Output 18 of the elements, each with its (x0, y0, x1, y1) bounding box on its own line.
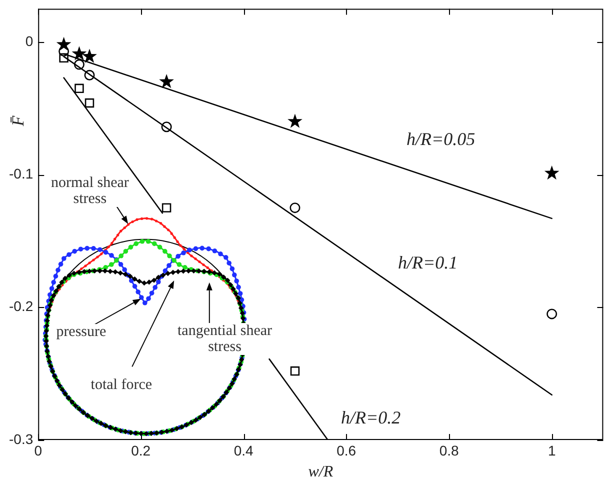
y-tick-label: -0.3 (9, 430, 34, 447)
y-tick-label: -0.1 (9, 166, 34, 182)
y-tick-label: 0 (25, 32, 34, 49)
series-label: h/R=0.2 (341, 408, 401, 428)
x-tick-label: 0.2 (131, 442, 151, 458)
annotation: tangential shear stress (178, 322, 272, 355)
y-axis-title: F̄ (8, 115, 28, 128)
series-label: h/R=0.1 (398, 252, 458, 273)
annotation: normal shear stress (51, 175, 129, 208)
x-tick-label: 0.4 (234, 442, 254, 458)
x-tick-label: 0.8 (439, 442, 460, 458)
x-axis-title: w/R (308, 464, 334, 481)
annotation: total force (90, 376, 152, 393)
y-tick-label: -0.2 (9, 298, 34, 314)
series-label: h/R=0.05 (406, 129, 476, 150)
annotation: pressure (56, 324, 106, 340)
x-tick-label: 1 (548, 442, 556, 458)
x-tick-label: 0.6 (336, 442, 356, 458)
